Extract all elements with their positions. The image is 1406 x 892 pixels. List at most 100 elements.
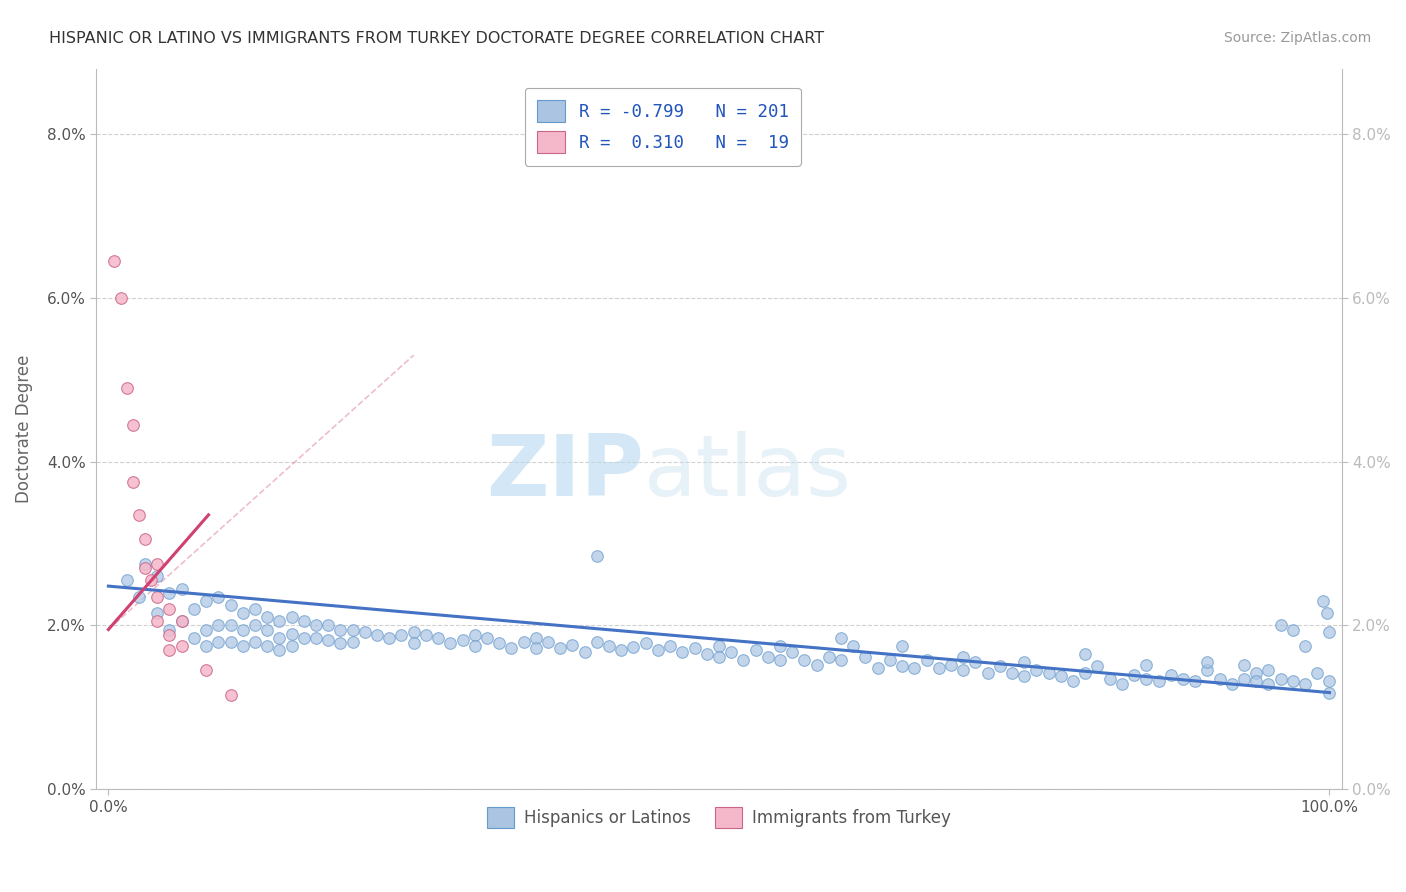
Point <box>134 561 156 575</box>
Point <box>159 643 181 657</box>
Point <box>793 653 815 667</box>
Point <box>464 639 486 653</box>
Point <box>707 649 730 664</box>
Point <box>1001 665 1024 680</box>
Point <box>988 659 1011 673</box>
Point <box>952 664 974 678</box>
Point <box>1282 674 1305 689</box>
Point <box>219 598 242 612</box>
Point <box>207 618 229 632</box>
Point <box>1012 669 1035 683</box>
Point <box>170 615 193 629</box>
Point <box>806 657 828 672</box>
Point <box>1319 624 1341 639</box>
Point <box>256 623 278 637</box>
Point <box>378 631 401 645</box>
Point <box>903 661 925 675</box>
Point <box>128 508 150 522</box>
Point <box>139 574 162 588</box>
Point <box>329 636 352 650</box>
Text: HISPANIC OR LATINO VS IMMIGRANTS FROM TURKEY DOCTORATE DEGREE CORRELATION CHART: HISPANIC OR LATINO VS IMMIGRANTS FROM TU… <box>49 31 824 46</box>
Point <box>501 641 523 656</box>
Point <box>280 639 302 653</box>
Point <box>475 631 498 645</box>
Point <box>1062 674 1084 689</box>
Point <box>195 664 218 678</box>
Point <box>537 635 560 649</box>
Point <box>121 417 143 432</box>
Point <box>1270 618 1292 632</box>
Point <box>891 639 914 653</box>
Point <box>115 381 138 395</box>
Point <box>1319 685 1341 699</box>
Point <box>720 645 742 659</box>
Point <box>128 590 150 604</box>
Point <box>769 653 792 667</box>
Point <box>159 623 181 637</box>
Point <box>585 549 607 563</box>
Point <box>146 606 169 620</box>
Point <box>219 688 242 702</box>
Point <box>1294 677 1316 691</box>
Point <box>659 639 682 653</box>
Point <box>1316 606 1339 620</box>
Text: ZIP: ZIP <box>486 431 644 514</box>
Point <box>391 628 413 642</box>
Point <box>585 635 607 649</box>
Point <box>939 657 962 672</box>
Point <box>756 649 779 664</box>
Point <box>292 615 315 629</box>
Point <box>1147 674 1170 689</box>
Point <box>316 618 339 632</box>
Point <box>353 624 375 639</box>
Point <box>464 628 486 642</box>
Point <box>1220 677 1243 691</box>
Point <box>512 635 534 649</box>
Point <box>256 639 278 653</box>
Point <box>159 602 181 616</box>
Point <box>232 623 254 637</box>
Point <box>1111 677 1133 691</box>
Point <box>316 633 339 648</box>
Y-axis label: Doctorate Degree: Doctorate Degree <box>15 355 32 503</box>
Point <box>671 645 693 659</box>
Point <box>1233 657 1256 672</box>
Point <box>146 569 169 583</box>
Point <box>183 631 205 645</box>
Point <box>1233 672 1256 686</box>
Point <box>1319 674 1341 689</box>
Point <box>1312 594 1334 608</box>
Point <box>623 640 645 654</box>
Point <box>219 618 242 632</box>
Point <box>256 610 278 624</box>
Point <box>280 626 302 640</box>
Point <box>696 647 718 661</box>
Point <box>1257 664 1279 678</box>
Point <box>195 594 218 608</box>
Point <box>488 636 510 650</box>
Point <box>1160 667 1182 681</box>
Point <box>207 590 229 604</box>
Point <box>598 639 620 653</box>
Point <box>451 633 474 648</box>
Point <box>170 582 193 596</box>
Point <box>232 606 254 620</box>
Point <box>170 639 193 653</box>
Point <box>707 639 730 653</box>
Point <box>879 653 901 667</box>
Point <box>1306 665 1329 680</box>
Point <box>103 254 125 268</box>
Point <box>1038 665 1060 680</box>
Point <box>647 643 669 657</box>
Point <box>292 631 315 645</box>
Point <box>1270 672 1292 686</box>
Point <box>842 639 865 653</box>
Point <box>1171 672 1194 686</box>
Point <box>219 635 242 649</box>
Point <box>1135 672 1157 686</box>
Point <box>1197 655 1219 669</box>
Point <box>1087 659 1109 673</box>
Point <box>965 655 987 669</box>
Point <box>1050 669 1073 683</box>
Point <box>1123 667 1146 681</box>
